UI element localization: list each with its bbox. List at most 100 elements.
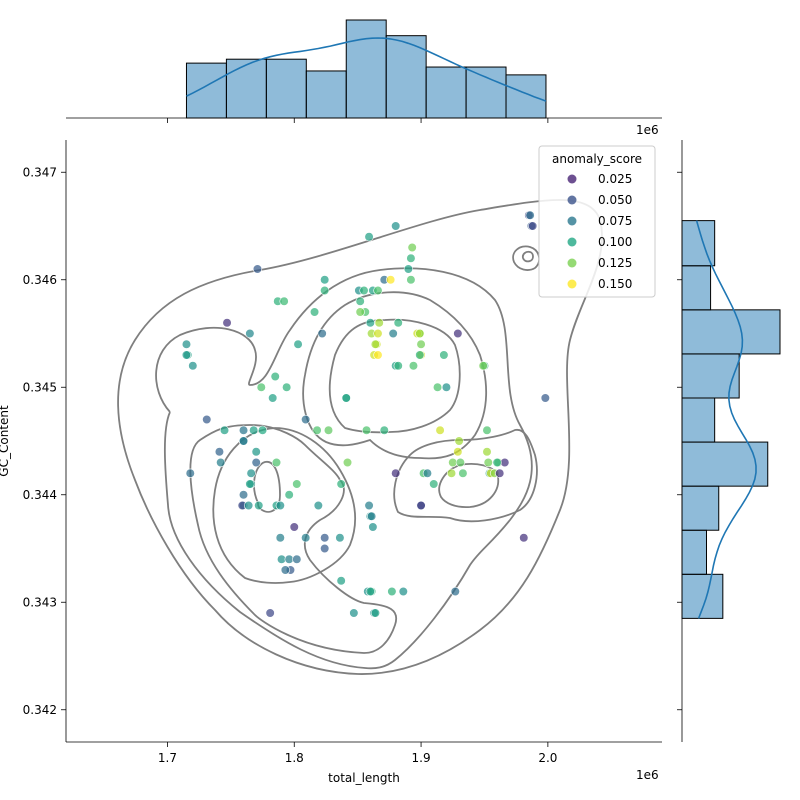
scatter-point (185, 468, 195, 478)
x-axis-label: total_length (328, 771, 400, 785)
right-hist-bar (681, 397, 716, 443)
scatter-point (238, 436, 249, 446)
scatter-point (416, 500, 426, 511)
scatter-point (181, 339, 192, 349)
scatter-point (453, 447, 463, 457)
scatter-point (495, 468, 505, 478)
scatter-point (492, 457, 502, 468)
scatter-point (432, 382, 443, 392)
scatter-point (275, 533, 285, 543)
scatter-point (391, 221, 401, 231)
scatter-point (407, 242, 417, 253)
right-hist-bar (681, 309, 781, 355)
scatter-point (251, 447, 261, 457)
scatter-point (320, 543, 330, 554)
scatter-point (323, 425, 334, 435)
scatter-point (519, 533, 529, 543)
scatter-point (406, 253, 416, 263)
x-tick-label: 1.7 (158, 751, 177, 765)
scatter-point (245, 479, 255, 489)
scatter-point (391, 468, 401, 478)
contour-level-11 (521, 250, 534, 263)
scatter-point (244, 500, 254, 511)
scatter-point (301, 414, 311, 425)
scatter-point (317, 328, 327, 339)
scatter-point (341, 393, 351, 403)
top-marginal-ticks (167, 118, 549, 123)
scatter-point (540, 393, 550, 403)
scatter-point (342, 457, 353, 468)
scatter-point (429, 479, 439, 489)
scatter-point (251, 457, 261, 468)
scatter-point (270, 371, 280, 382)
y-axis-label: GC_Content (0, 405, 11, 477)
scatter-point (282, 382, 292, 392)
right-marginal-histogram (681, 220, 781, 619)
legend-marker (567, 216, 577, 226)
right-hist-bar (681, 353, 740, 399)
scatter-point (254, 500, 264, 511)
scatter-point (403, 264, 413, 274)
scatter-point (368, 522, 378, 532)
scatter-point (408, 361, 419, 371)
scatter-point (252, 264, 263, 274)
scatter-point (367, 511, 377, 521)
scatter-point (359, 285, 369, 296)
scatter-point (336, 576, 346, 586)
scatter-point (450, 586, 460, 597)
legend-marker (567, 195, 577, 205)
top-hist-bar (265, 58, 307, 119)
scatter-point (435, 425, 445, 435)
y-axis-ticks: 0.342 0.343 0.344 0.345 0.346 0.347 (23, 165, 66, 717)
x-offset-label: 1e6 (636, 768, 659, 782)
top-hist-bar (345, 19, 387, 119)
top-marginal-histogram (185, 19, 547, 119)
scatter-point (271, 457, 282, 468)
scatter-point (265, 608, 275, 618)
legend-label: 0.125 (598, 256, 632, 270)
x-tick-label: 2.0 (538, 751, 557, 765)
scatter-point (279, 296, 289, 306)
y-tick-label: 0.342 (23, 703, 57, 717)
x-axis-ticks: 1.7 1.8 1.9 2.0 (158, 742, 557, 765)
scatter-point (355, 296, 365, 306)
scatter-point (268, 393, 278, 403)
top-kde-curve (186, 37, 547, 102)
legend-title: anomaly_score (552, 152, 642, 166)
x-tick-label: 1.9 (412, 751, 431, 765)
scatter-point (406, 275, 416, 285)
legend-entries: 0.025 0.050 0.075 0.100 0.125 0.150 (567, 172, 632, 291)
scatter-point (525, 210, 535, 220)
top-offset-label: 1e6 (636, 123, 659, 137)
scatter-point (320, 275, 330, 285)
scatter-point (280, 565, 290, 575)
scatter-point (293, 339, 303, 349)
scatter-point (246, 468, 256, 478)
scatter-point (361, 425, 372, 435)
top-hist-bar (385, 35, 427, 119)
right-marginal-ticks (677, 171, 682, 711)
right-hist-bar (681, 485, 720, 531)
legend-marker (567, 237, 577, 247)
scatter-point (289, 522, 299, 532)
scatter-point (373, 350, 383, 360)
legend-marker (567, 258, 577, 268)
top-hist-bar (185, 62, 227, 119)
scatter-point (284, 490, 294, 500)
top-hist-bar (225, 58, 267, 119)
scatter-point (393, 318, 403, 328)
scatter-point (364, 500, 374, 511)
top-hist-bar (425, 66, 467, 119)
scatter-point (256, 382, 266, 392)
scatter-point (393, 361, 403, 371)
scatter-point (441, 382, 452, 392)
scatter-point (370, 608, 381, 618)
scatter-point (415, 350, 425, 360)
right-kde-curve (695, 220, 757, 619)
scatter-point (482, 425, 492, 435)
right-hist-bar (681, 265, 712, 311)
scatter-point (349, 608, 359, 618)
scatter-point (336, 479, 346, 489)
legend-label: 0.100 (598, 235, 632, 249)
scatter-point (374, 318, 384, 328)
